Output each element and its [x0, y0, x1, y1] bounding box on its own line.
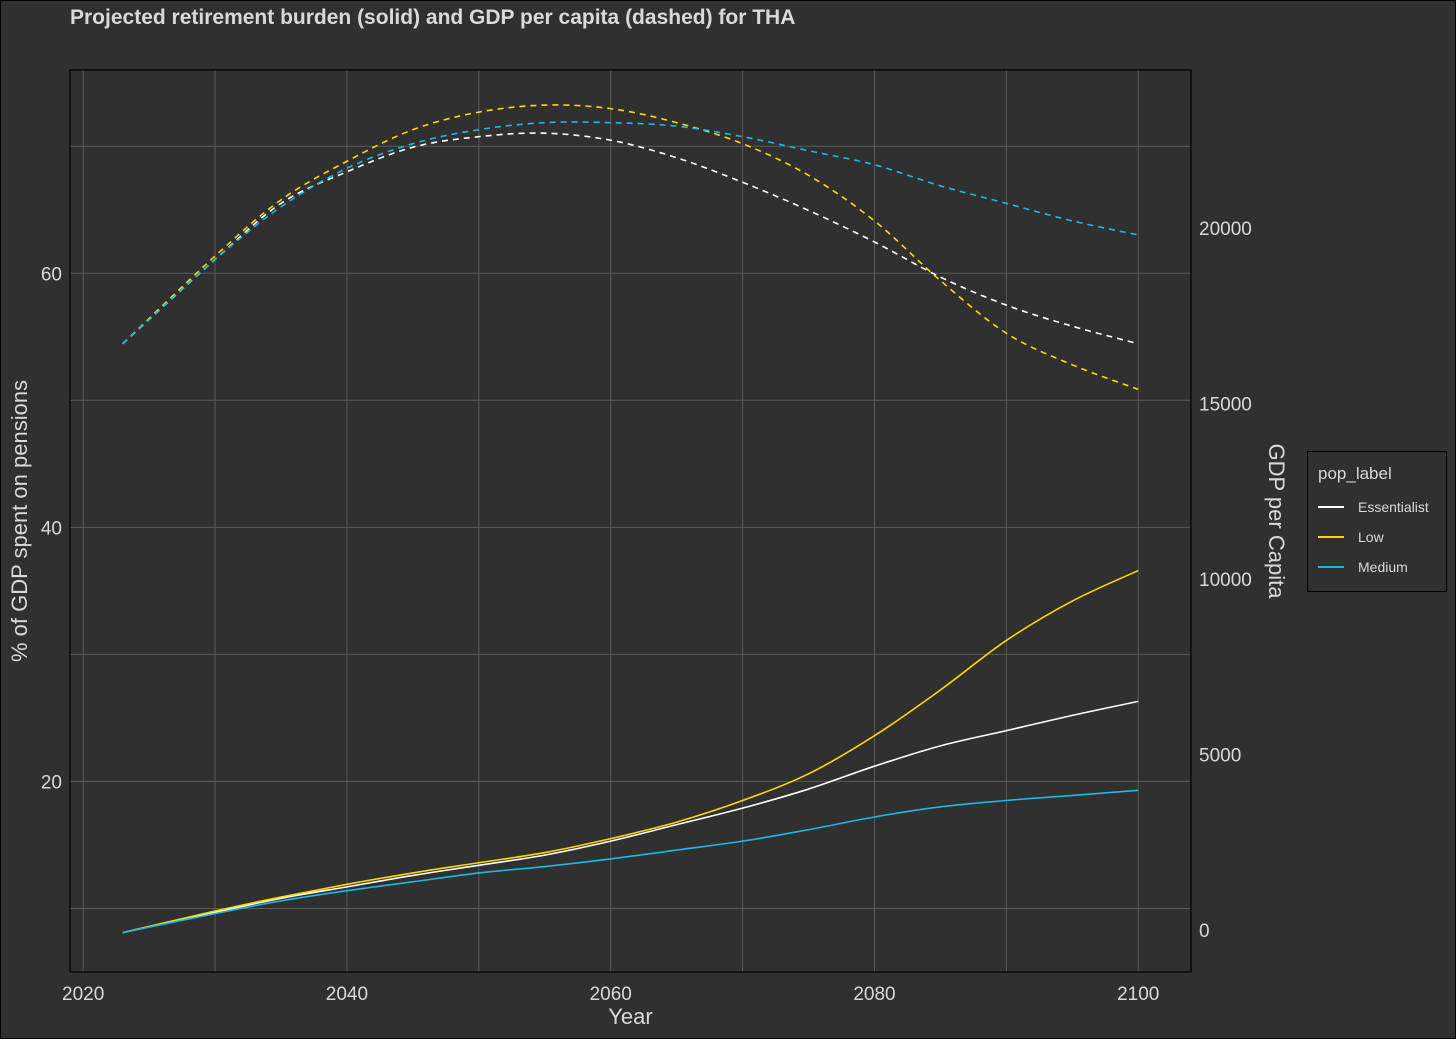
x-tick-label: 2100 [1117, 984, 1159, 1005]
legend-item-medium: Medium [1318, 557, 1408, 577]
legend-key-medium [1318, 566, 1344, 568]
y2-axis-label: GDP per Capita [1264, 444, 1289, 600]
y2-tick-label: 0 [1199, 921, 1210, 942]
x-tick-label: 2020 [62, 984, 104, 1005]
x-axis-label: Year [608, 1004, 652, 1029]
y-tick-label: 20 [41, 772, 62, 793]
y-tick-label: 60 [41, 264, 62, 285]
y2-tick-label: 10000 [1199, 570, 1252, 591]
y-axis-label: % of GDP spent on pensions [7, 380, 32, 662]
y2-tick-label: 15000 [1199, 394, 1252, 415]
legend-label: Essentialist [1358, 499, 1429, 515]
y2-tick-label: 20000 [1199, 219, 1252, 240]
series-line-low-dashed [122, 104, 1139, 391]
x-tick-label: 2060 [590, 984, 632, 1005]
legend-label: Low [1358, 529, 1384, 545]
x-tick-label: 2080 [853, 984, 895, 1005]
legend: pop_label Essentialist Low Medium [1307, 451, 1447, 592]
series-line-medium-solid [122, 789, 1139, 934]
series-line-medium-dashed [122, 121, 1139, 345]
plot-panel-border [69, 69, 1192, 973]
y-tick-label: 40 [41, 518, 62, 539]
chart-title: Projected retirement burden (solid) and … [70, 6, 796, 29]
series-line-essentialist-dashed [122, 132, 1139, 345]
legend-item-low: Low [1318, 527, 1384, 547]
legend-key-essentialist [1318, 506, 1344, 508]
series-lines [122, 104, 1139, 934]
legend-item-essentialist: Essentialist [1318, 497, 1429, 517]
series-line-low-solid [122, 569, 1139, 934]
y2-tick-label: 5000 [1199, 745, 1241, 766]
series-line-essentialist-solid [122, 700, 1139, 934]
legend-title: pop_label [1318, 464, 1392, 483]
legend-label: Medium [1358, 559, 1408, 575]
grid [70, 70, 1191, 972]
tick-labels: 2020 2040 2060 2080 210020406005000100001500… [41, 219, 1252, 1005]
legend-key-low [1318, 536, 1344, 538]
x-tick-label: 2040 [326, 984, 368, 1005]
